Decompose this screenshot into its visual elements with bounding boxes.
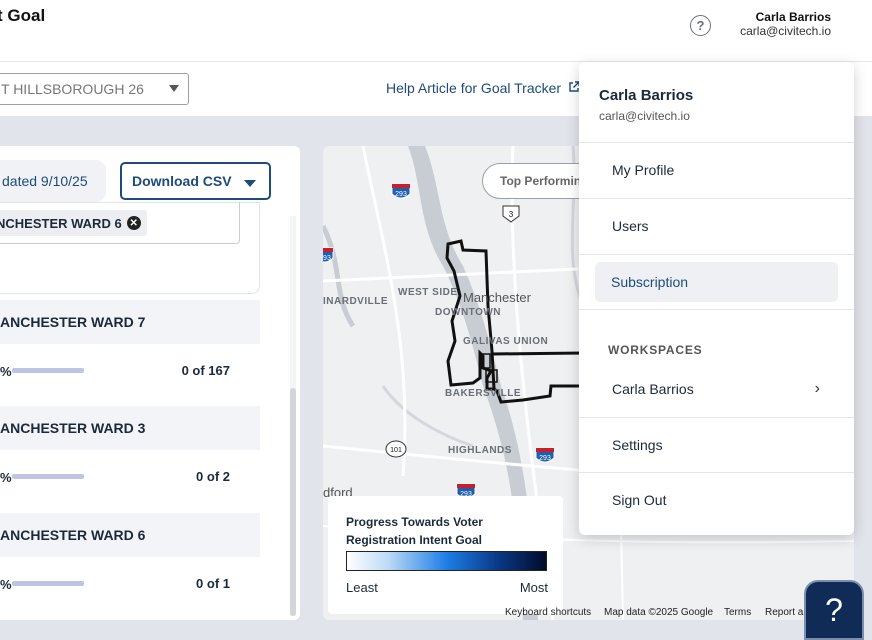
ward-name: ANCHESTER WARD 3 xyxy=(0,406,260,450)
svg-text:101: 101 xyxy=(390,447,402,454)
progress-bar xyxy=(12,581,84,586)
interstate-293-shield: 293 xyxy=(323,247,334,263)
ward-count: 0 of 1 xyxy=(196,576,230,591)
menu-item-settings[interactable]: Settings xyxy=(612,437,663,453)
chevron-down-icon xyxy=(244,180,256,187)
account-menu: Carla Barrios carla@civitech.io My Profi… xyxy=(579,62,854,535)
legend-least: Least xyxy=(346,580,378,595)
help-article-link[interactable]: Help Article for Goal Tracker xyxy=(386,80,562,96)
download-csv-label: Download CSV xyxy=(132,173,232,189)
map-data-attribution: Map data ©2025 Google xyxy=(604,607,714,618)
workspaces-header: WORKSPACES xyxy=(608,343,703,357)
download-csv-button[interactable]: Download CSV xyxy=(120,162,271,200)
account-email[interactable]: carla@civitech.io xyxy=(740,24,831,38)
menu-item-my-profile[interactable]: My Profile xyxy=(612,162,675,178)
ward-percent: % xyxy=(0,577,12,592)
chip-label: NCHESTER WARD 6 xyxy=(0,215,122,231)
divider xyxy=(579,198,854,199)
menu-item-users[interactable]: Users xyxy=(612,218,649,234)
map-legend: Progress Towards Voter Registration Inte… xyxy=(328,496,563,614)
map-label: BAKERSVILLE xyxy=(445,388,522,399)
menu-item-sign-out[interactable]: Sign Out xyxy=(612,492,667,508)
keyboard-shortcuts-link[interactable]: Keyboard shortcuts xyxy=(505,607,592,618)
map-label: GALIVAS UNION xyxy=(463,336,549,347)
progress-bar xyxy=(12,474,84,479)
legend-title: Progress Towards Voter Registration Inte… xyxy=(346,515,483,547)
divider xyxy=(579,254,854,255)
ward-filter-input[interactable] xyxy=(0,202,240,244)
account-name[interactable]: Carla Barrios xyxy=(755,10,831,24)
terms-link[interactable]: Terms xyxy=(724,607,752,618)
selected-ward-chip: NCHESTER WARD 6 ✕ xyxy=(0,210,147,236)
ward-name: ANCHESTER WARD 6 xyxy=(0,513,260,557)
divider xyxy=(579,417,854,418)
help-chat-button[interactable]: ? xyxy=(804,580,864,640)
svg-text:293: 293 xyxy=(323,255,331,262)
ward-percent: % xyxy=(0,470,12,485)
district-select-value: T HILLSBOROUGH 26 xyxy=(1,81,144,97)
page-title: t Goal xyxy=(0,6,46,25)
divider xyxy=(579,142,854,143)
district-list-panel: dated 9/10/25 Download CSV NCHESTER WARD… xyxy=(0,146,300,620)
help-icon[interactable]: ? xyxy=(690,15,711,36)
map-city-label: Manchester xyxy=(463,290,531,305)
svg-text:293: 293 xyxy=(395,191,407,198)
district-select[interactable]: T HILLSBOROUGH 26 xyxy=(0,73,189,105)
chevron-right-icon: › xyxy=(814,380,820,397)
scrollbar-thumb[interactable] xyxy=(290,388,296,616)
list-item[interactable]: ANCHESTER WARD 6 % 0 of 1 xyxy=(0,513,260,615)
map-label: INARDVILLE xyxy=(323,296,388,307)
map-label: DOWNTOWN xyxy=(435,307,502,318)
svg-text:293: 293 xyxy=(460,491,472,498)
map-label: WEST SIDE xyxy=(398,287,458,298)
map-label: HIGHLANDS xyxy=(448,445,512,456)
divider xyxy=(579,309,854,310)
ward-name: ANCHESTER WARD 7 xyxy=(0,300,260,344)
menu-item-subscription[interactable]: Subscription xyxy=(595,262,838,302)
ward-percent: % xyxy=(0,364,12,379)
svg-text:293: 293 xyxy=(539,455,551,462)
chevron-down-icon xyxy=(169,85,179,92)
menu-user-email: carla@civitech.io xyxy=(599,109,690,123)
divider xyxy=(579,472,854,473)
menu-user-name: Carla Barrios xyxy=(599,87,694,104)
route-101-shield: 101 xyxy=(385,440,407,458)
ward-count: 0 of 2 xyxy=(196,469,230,484)
report-link[interactable]: Report a xyxy=(765,607,804,618)
svg-text:3: 3 xyxy=(509,210,514,219)
interstate-293-shield: 293 xyxy=(535,447,555,463)
filter-box xyxy=(0,202,260,294)
last-updated-badge: dated 9/10/25 xyxy=(0,160,106,202)
progress-bar xyxy=(12,368,84,373)
workspace-label: Carla Barrios xyxy=(612,381,694,397)
legend-gradient xyxy=(346,551,547,571)
list-item[interactable]: ANCHESTER WARD 7 % 0 of 167 xyxy=(0,300,260,402)
remove-chip-icon[interactable]: ✕ xyxy=(126,216,141,230)
route-3-shield: 3 xyxy=(502,205,520,223)
list-item[interactable]: ANCHESTER WARD 3 % 0 of 2 xyxy=(0,406,260,508)
ward-count: 0 of 167 xyxy=(181,363,230,378)
top-bar: t Goal ? Carla Barrios carla@civitech.io xyxy=(0,0,872,62)
legend-most: Most xyxy=(519,580,548,595)
menu-item-workspace[interactable]: Carla Barrios › xyxy=(579,369,854,409)
interstate-293-shield: 293 xyxy=(391,183,411,199)
